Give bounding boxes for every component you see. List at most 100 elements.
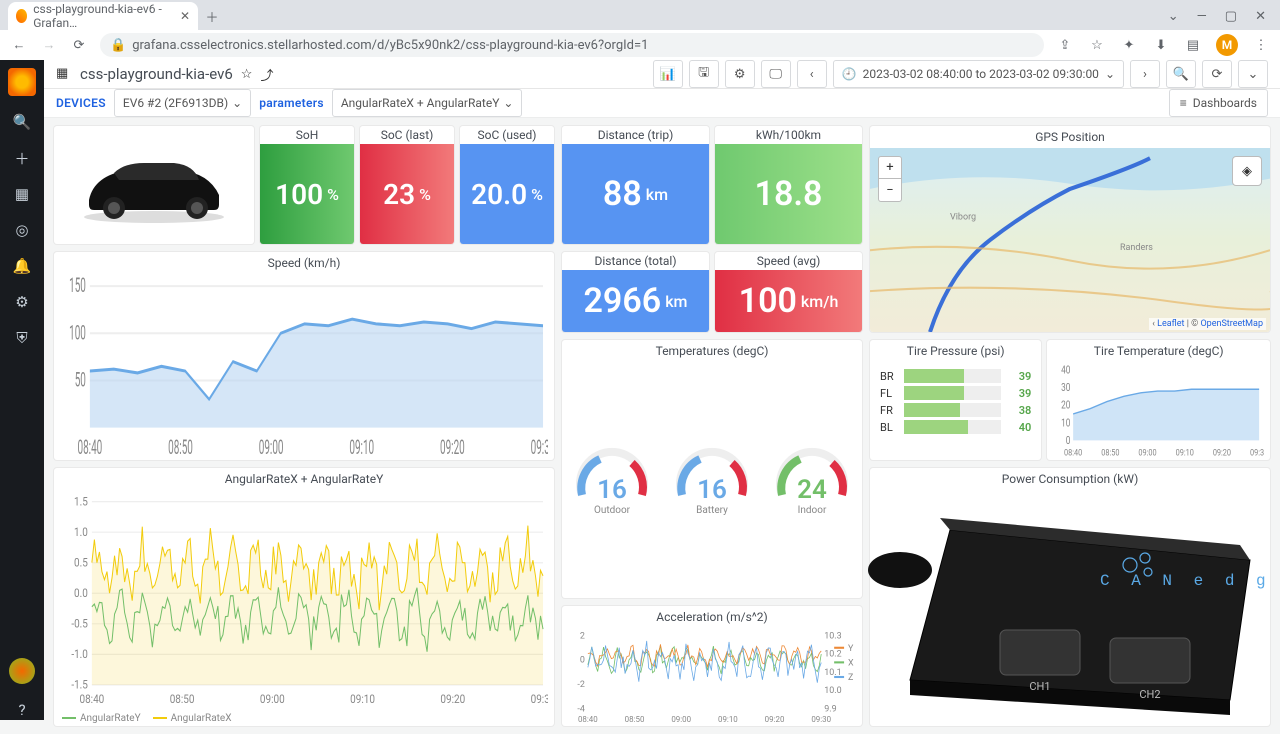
panel-acceleration[interactable]: Acceleration (m/s^2) -4-2029.910.010.110… (562, 606, 862, 726)
svg-text:08:40: 08:40 (79, 692, 104, 706)
svg-text:100: 100 (69, 320, 86, 344)
tab-title: css-playground-kia-ev6 - Grafan… (33, 2, 174, 30)
svg-text:Y: Y (848, 643, 854, 654)
forward-icon[interactable]: → (40, 37, 58, 53)
stat-kwh[interactable]: kWh/100km 18.8 (715, 126, 862, 244)
zoom-out-button[interactable]: 🔍 (1166, 60, 1196, 88)
dashboards-icon[interactable]: ▦ (12, 184, 32, 204)
panel-angular[interactable]: AngularRateX + AngularRateY -1.5-1.0-0.5… (54, 468, 554, 726)
svg-text:09:30: 09:30 (531, 435, 548, 458)
settings-button[interactable]: ⚙ (725, 60, 755, 88)
profile-avatar[interactable]: M (1216, 34, 1238, 56)
star-icon[interactable]: ☆ (1088, 38, 1106, 53)
panel-tire-temp[interactable]: Tire Temperature (degC) 01020304008:4008… (1047, 340, 1270, 460)
stat-distance-trip[interactable]: Distance (trip) 88km (562, 126, 709, 244)
maximize-icon[interactable]: ▢ (1225, 9, 1237, 24)
svg-text:30: 30 (1061, 382, 1070, 394)
svg-text:09:20: 09:20 (440, 435, 465, 458)
map-zoom-controls[interactable]: +− (878, 156, 902, 202)
help-icon[interactable]: ? (12, 700, 32, 720)
stat-soc-last[interactable]: SoC (last) 23% (360, 126, 454, 244)
extensions-icon[interactable]: ✦ (1120, 38, 1138, 53)
svg-text:10.2: 10.2 (824, 648, 841, 659)
grafana-sidenav: 🔍 ＋ ▦ ◎ 🔔 ⚙ ⛨ ? (0, 60, 44, 720)
svg-text:09:00: 09:00 (1139, 448, 1157, 458)
org-avatar-icon[interactable] (9, 658, 35, 684)
svg-text:09:10: 09:10 (350, 692, 375, 706)
breadcrumb[interactable]: css-playground-kia-ev6 (80, 65, 233, 83)
svg-text:10.0: 10.0 (824, 685, 841, 696)
chevron-down-icon[interactable]: ⌄ (1168, 9, 1179, 24)
var-parameters-label: parameters (259, 96, 324, 110)
svg-text:Viborg: Viborg (950, 212, 976, 222)
var-device-select[interactable]: EV6 #2 (2F6913DB)⌄ (114, 89, 251, 117)
var-parameters-select[interactable]: AngularRateX + AngularRateY⌄ (332, 89, 523, 117)
svg-text:-1.5: -1.5 (71, 678, 88, 692)
minimize-icon[interactable]: — (1197, 9, 1207, 24)
svg-text:-0.5: -0.5 (71, 617, 88, 631)
explore-icon[interactable]: ◎ (12, 220, 32, 240)
add-panel-button[interactable]: 📊 (653, 60, 683, 88)
refresh-button[interactable]: ⟳ (1202, 60, 1232, 88)
stat-soh[interactable]: SoH 100% (260, 126, 354, 244)
svg-text:08:50: 08:50 (1102, 448, 1120, 458)
download-icon[interactable]: ⬇ (1152, 38, 1170, 53)
svg-text:10: 10 (1061, 417, 1070, 429)
svg-text:-2: -2 (577, 679, 584, 690)
svg-text:09:10: 09:10 (349, 435, 374, 458)
share-icon[interactable]: ⇪ (1056, 38, 1074, 53)
svg-text:09:30: 09:30 (1250, 448, 1264, 458)
vehicle-image-panel (54, 126, 254, 244)
svg-text:0: 0 (580, 655, 585, 666)
svg-text:0.5: 0.5 (74, 555, 88, 569)
save-button[interactable]: 🖫 (689, 60, 719, 88)
close-window-icon[interactable]: ✕ (1255, 9, 1266, 24)
address-bar[interactable]: 🔒 grafana.csselectronics.stellarhosted.c… (100, 33, 1044, 57)
stat-soc-used[interactable]: SoC (used) 20.0% (460, 126, 554, 244)
dashboards-dropdown[interactable]: ≡Dashboards (1169, 89, 1268, 117)
time-range-picker[interactable]: 🕘 2023-03-02 08:40:00 to 2023-03-02 09:3… (833, 60, 1124, 88)
svg-text:09:10: 09:10 (718, 714, 738, 724)
svg-text:150: 150 (69, 276, 86, 297)
search-icon[interactable]: 🔍 (12, 112, 32, 132)
tab-close-icon[interactable]: ✕ (180, 9, 190, 23)
panel-temperatures[interactable]: Temperatures (degC) 16Outdoor16Battery24… (562, 340, 862, 598)
panel-gps[interactable]: GPS Position Randers Viborg +− ◈ (870, 126, 1270, 332)
panel-tire-pressure[interactable]: Tire Pressure (psi) BR39FL39FR38BL40 (870, 340, 1041, 460)
shield-icon[interactable]: ⛨ (12, 328, 32, 348)
map-layers-button[interactable]: ◈ (1232, 156, 1262, 186)
refresh-interval-button[interactable]: ⌄ (1238, 60, 1268, 88)
panel-speed[interactable]: Speed (km/h) 5010015008:4008:5009:0009:1… (54, 252, 554, 460)
kebab-icon[interactable]: ⋮ (1252, 38, 1270, 53)
stat-distance-total[interactable]: Distance (total) 2966km (562, 252, 709, 332)
chevron-down-icon: ⌄ (1105, 67, 1115, 81)
svg-text:08:40: 08:40 (1064, 448, 1082, 458)
svg-text:2: 2 (580, 630, 585, 641)
grafana-logo-icon[interactable] (8, 68, 36, 96)
time-forward-button[interactable]: › (1130, 60, 1160, 88)
svg-text:09:20: 09:20 (440, 692, 465, 706)
svg-text:09:00: 09:00 (260, 692, 285, 706)
clock-icon: 🕘 (842, 67, 857, 81)
reload-icon[interactable]: ⟳ (70, 38, 88, 53)
tv-mode-button[interactable]: 🖵 (761, 60, 791, 88)
share-dashboard-icon[interactable]: ⤴ (260, 65, 273, 84)
svg-text:50: 50 (75, 368, 86, 392)
svg-text:Randers: Randers (1120, 243, 1153, 253)
plus-icon[interactable]: ＋ (12, 148, 32, 168)
configuration-icon[interactable]: ⚙ (12, 292, 32, 312)
map-canvas: Randers Viborg (870, 148, 1270, 332)
svg-text:0: 0 (1066, 435, 1071, 447)
alerting-icon[interactable]: 🔔 (12, 256, 32, 276)
stat-speed-avg[interactable]: Speed (avg) 100km/h (715, 252, 862, 332)
time-back-button[interactable]: ‹ (797, 60, 827, 88)
lock-icon: 🔒 (110, 38, 126, 53)
back-icon[interactable]: ← (10, 37, 28, 53)
apps-icon[interactable]: ▦ (56, 66, 72, 82)
browser-tab[interactable]: css-playground-kia-ev6 - Grafan… ✕ (8, 2, 198, 30)
panel-icon[interactable]: ▤ (1184, 38, 1202, 53)
panel-power[interactable]: Power Consumption (kW) (870, 468, 1270, 726)
new-tab-button[interactable]: ＋ (198, 2, 226, 30)
svg-text:20: 20 (1061, 400, 1070, 412)
star-dashboard-icon[interactable]: ☆ (241, 67, 253, 82)
